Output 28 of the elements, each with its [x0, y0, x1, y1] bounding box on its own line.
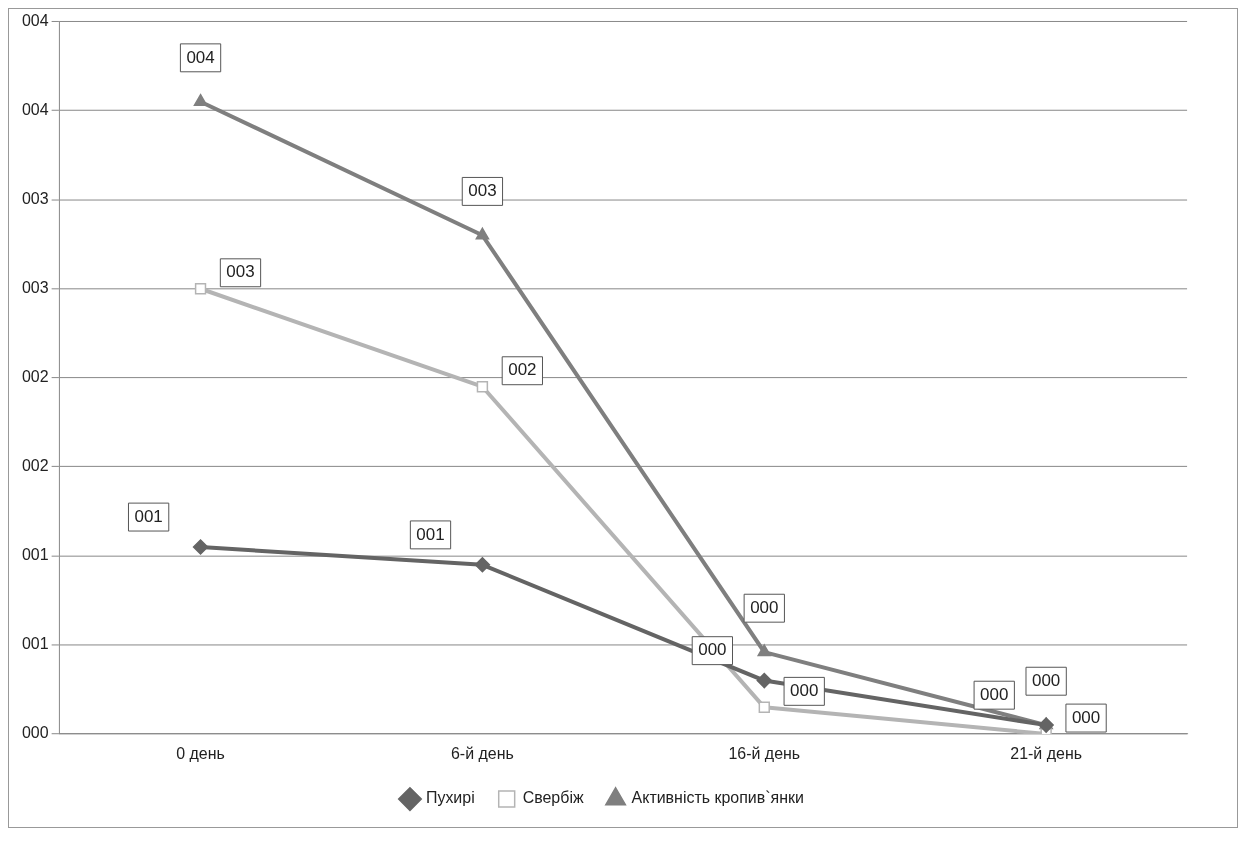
- legend-label: Свербіж: [522, 789, 584, 807]
- data-label: 000: [750, 597, 779, 617]
- legend-label: Пухирі: [425, 789, 475, 807]
- data-label: 001: [416, 524, 445, 544]
- y-tick-label: 002: [21, 457, 49, 475]
- y-tick-label: 004: [21, 101, 49, 119]
- legend-label: Активність кропив`янки: [631, 789, 804, 807]
- data-label: 004: [186, 47, 215, 67]
- data-label: 000: [790, 681, 819, 701]
- data-label: 000: [1071, 707, 1101, 727]
- data-label: 001: [134, 506, 163, 526]
- x-tick-label: 21-й день: [1010, 744, 1083, 762]
- x-tick-label: 0 день: [176, 744, 225, 762]
- data-label: 000: [980, 684, 1009, 704]
- data-label: 003: [226, 262, 255, 282]
- y-tick-label: 004: [21, 11, 49, 29]
- y-tick-label: 000: [21, 724, 49, 742]
- y-tick-label: 003: [21, 279, 49, 297]
- data-label: 000: [698, 640, 727, 660]
- y-tick-label: 003: [21, 190, 49, 208]
- x-tick-label: 6-й день: [450, 744, 514, 762]
- y-tick-label: 001: [21, 546, 49, 564]
- data-label: 000: [1031, 670, 1061, 690]
- data-label: 002: [508, 360, 537, 380]
- x-tick-label: 16-й день: [728, 744, 801, 762]
- data-label: 003: [468, 181, 497, 201]
- y-tick-label: 001: [21, 635, 49, 653]
- y-tick-label: 002: [21, 368, 49, 386]
